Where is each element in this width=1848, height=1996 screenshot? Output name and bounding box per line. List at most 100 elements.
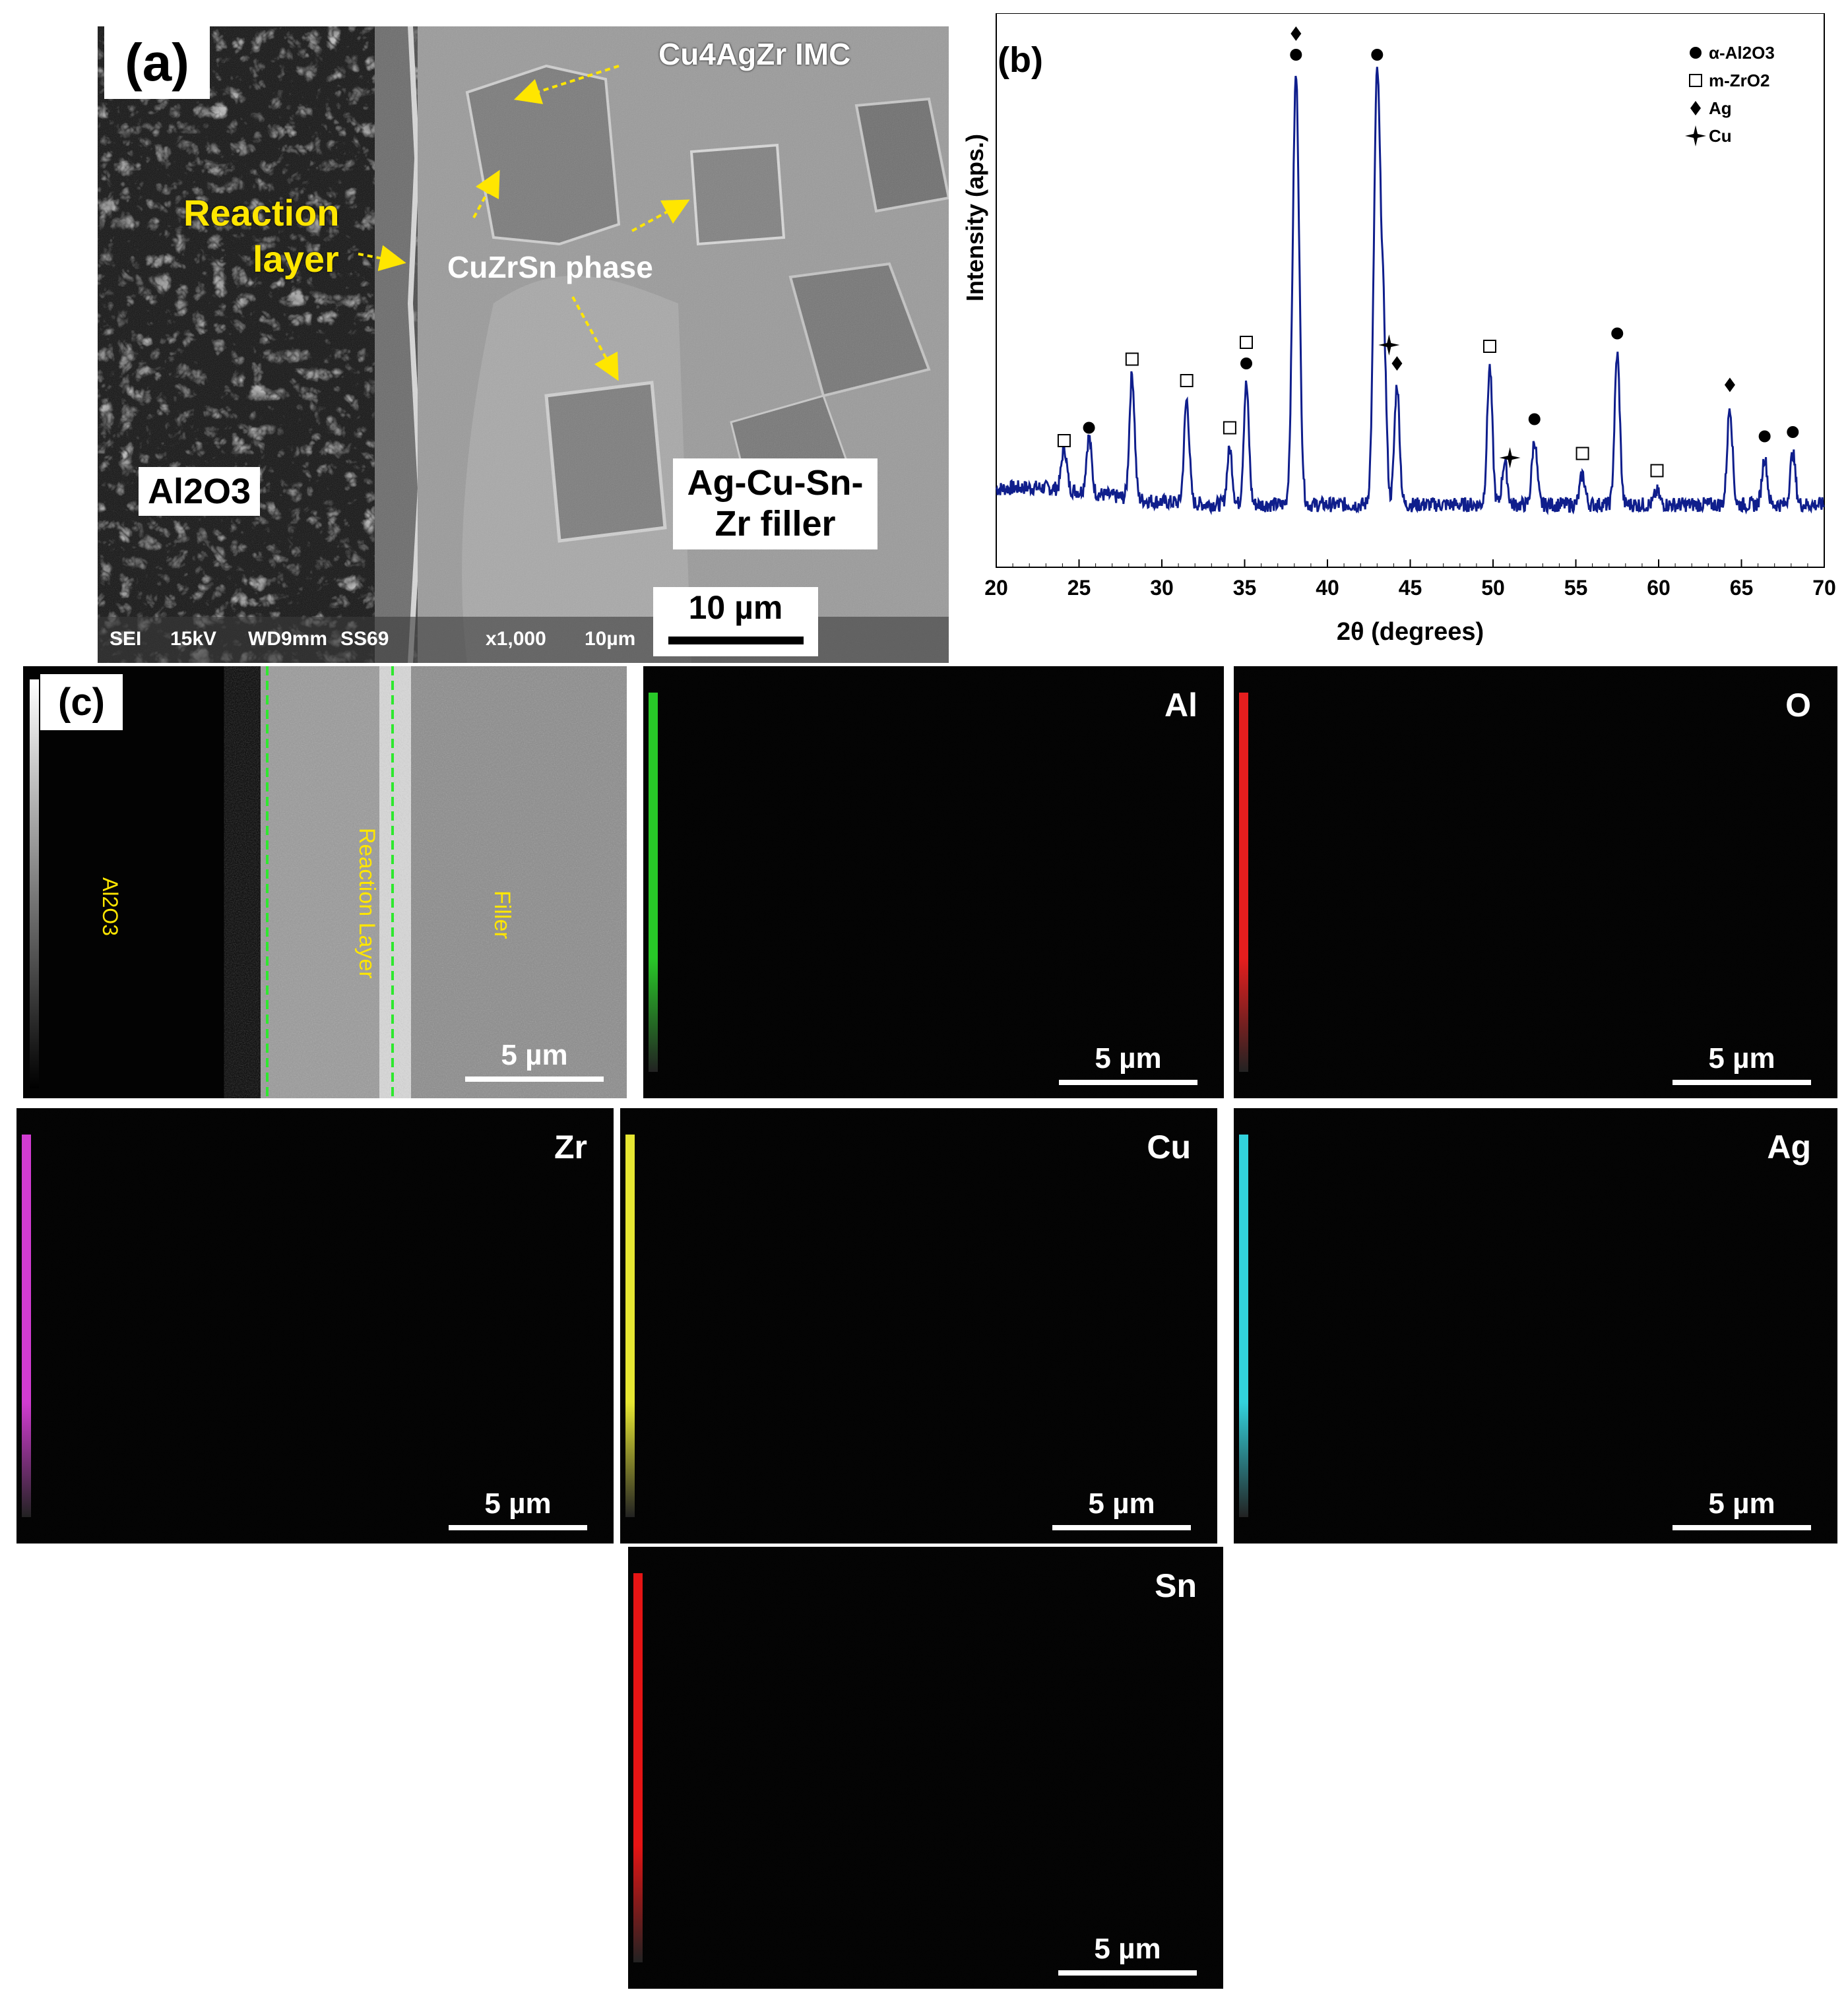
x-tick-label: 35: [1233, 576, 1257, 600]
cuzrsn-annotation: CuZrSn phase: [447, 250, 653, 284]
eds-map-al: Al 5 µm: [643, 666, 1224, 1098]
x-tick-label: 60: [1647, 576, 1671, 600]
eds-map-sn: Sn 5 µm: [628, 1547, 1223, 1989]
al2o3-label: Al2O3: [139, 467, 261, 516]
x-tick-label: 55: [1564, 576, 1588, 600]
filler-label-2: Zr filler: [673, 503, 877, 549]
sem-id: SS69: [340, 628, 389, 650]
diamond-peak-marker: [1391, 356, 1403, 371]
filler-region-label: Filler: [490, 890, 515, 939]
circle-peak-marker: [1083, 421, 1095, 434]
intensity-colorbar: [22, 1135, 31, 1517]
intensity-colorbar: [633, 1573, 643, 1962]
element-label: O: [1785, 687, 1811, 724]
x-tick-label: 20: [984, 576, 1008, 600]
scale-bar: [1673, 1080, 1811, 1085]
sem-image-panel-a: (a) Cu4AgZr IMC Reaction layer CuZrSn ph…: [98, 26, 949, 663]
eds-map-image: [1234, 1108, 1837, 1544]
eds-map-image: [620, 1108, 1217, 1544]
scale-bar-label: 5 µm: [1708, 1042, 1775, 1075]
scale-bar-label: 5 µm: [1094, 1933, 1161, 1965]
diamond-peak-marker: [1724, 377, 1735, 392]
legend-marker: [1689, 74, 1702, 87]
cu-peak-marker: [1499, 447, 1521, 468]
scale-bar: [1052, 1525, 1191, 1530]
circle-peak-marker: [1528, 413, 1541, 425]
eds-map-image: [628, 1547, 1223, 1989]
y-axis-label: Intensity (aps.): [961, 134, 988, 301]
legend-marker: [1690, 101, 1701, 115]
eds-map-zr: Zr 5 µm: [16, 1108, 614, 1544]
x-tick-label: 45: [1399, 576, 1422, 600]
filler-label-1: Ag-Cu-Sn-: [673, 458, 877, 503]
sem-scale-small: 10µm: [585, 628, 636, 650]
circle-peak-marker: [1611, 327, 1624, 340]
scale-bar-label: 5 µm: [484, 1487, 552, 1520]
eds-map-image: [643, 666, 1224, 1098]
sem-mode: SEI: [110, 628, 142, 650]
panel-b-label: (b): [998, 40, 1043, 80]
scale-bar-c-label: 5 µm: [501, 1039, 568, 1071]
xrd-panel-b: 20 25 30 35 40 45 50 55 60 65 70 2θ (degrees) Intens…: [950, 13, 1841, 666]
speckle-overlay: [643, 666, 1224, 1098]
legend-entry: α-Al2O3: [1709, 43, 1775, 63]
scale-bar-label: 5 µm: [1088, 1487, 1155, 1520]
square-peak-marker: [1240, 336, 1254, 349]
circle-peak-marker: [1787, 426, 1799, 438]
scale-bar-box: [653, 587, 818, 656]
eds-map-cu: Cu 5 µm: [620, 1108, 1217, 1544]
sem-kv: 15kV: [170, 628, 217, 650]
panel-a-label: (a): [104, 26, 210, 99]
circle-peak-marker: [1290, 49, 1302, 61]
circle-peak-marker: [1240, 358, 1253, 369]
speckle-overlay: [620, 1108, 1217, 1544]
intensity-colorbar: [1239, 693, 1248, 1072]
reaction-layer-annotation-1: Reaction: [183, 192, 340, 234]
scale-bar-a: [668, 637, 804, 644]
panel-c-label: (c): [40, 674, 123, 730]
element-label: Zr: [554, 1129, 587, 1166]
x-tick-label: 65: [1730, 576, 1754, 600]
xrd-pattern-line: [995, 67, 1825, 515]
scale-bar-a-label: 10 µm: [688, 589, 783, 626]
intensity-colorbar: [625, 1135, 635, 1517]
speckle-overlay: [628, 1547, 1223, 1989]
element-label: Sn: [1155, 1567, 1197, 1604]
scale-bar: [1673, 1525, 1811, 1530]
x-tick-label: 30: [1150, 576, 1174, 600]
x-tick-label: 25: [1067, 576, 1091, 600]
sem-cross-section: [23, 666, 627, 1098]
scale-bar-label: 5 µm: [1708, 1487, 1775, 1520]
square-peak-marker: [1180, 374, 1194, 387]
eds-map-image: [16, 1108, 614, 1544]
sem-mag: x1,000: [486, 628, 546, 650]
reaction-layer-region-label: Reaction Layer: [354, 828, 379, 979]
xrd-chart: 20 25 30 35 40 45 50 55 60 65 70 2θ (degrees) Intens…: [961, 13, 1836, 646]
eds-map-ag: Ag 5 µm: [1234, 1108, 1837, 1544]
cu-peak-marker: [1378, 334, 1400, 356]
scale-bar: [1059, 1080, 1197, 1085]
circle-peak-marker: [1371, 49, 1384, 61]
x-tick-label: 40: [1316, 576, 1339, 600]
intensity-colorbar: [1239, 1135, 1248, 1517]
legend-marker: [1685, 125, 1706, 146]
x-tick-label: 70: [1812, 576, 1836, 600]
scale-bar-label: 5 µm: [1095, 1042, 1162, 1075]
circle-peak-marker: [1758, 430, 1771, 443]
scale-bar: [1058, 1970, 1197, 1976]
speckle-overlay: [16, 1108, 614, 1544]
square-peak-marker: [1223, 421, 1236, 435]
diamond-peak-marker: [1290, 26, 1302, 41]
intensity-colorbar: [649, 693, 658, 1072]
sem-micrograph: [98, 26, 949, 663]
al2o3-region-label: Al2O3: [98, 877, 122, 936]
sem-wd: WD9mm: [248, 628, 328, 650]
element-label: Cu: [1147, 1129, 1191, 1166]
legend-entry: Ag: [1709, 98, 1732, 118]
scale-bar-c: [465, 1076, 604, 1082]
square-peak-marker: [1057, 434, 1071, 447]
element-label: Al: [1164, 687, 1197, 724]
square-peak-marker: [1482, 340, 1496, 353]
scale-bar: [449, 1525, 587, 1530]
legend-marker: [1690, 47, 1702, 59]
